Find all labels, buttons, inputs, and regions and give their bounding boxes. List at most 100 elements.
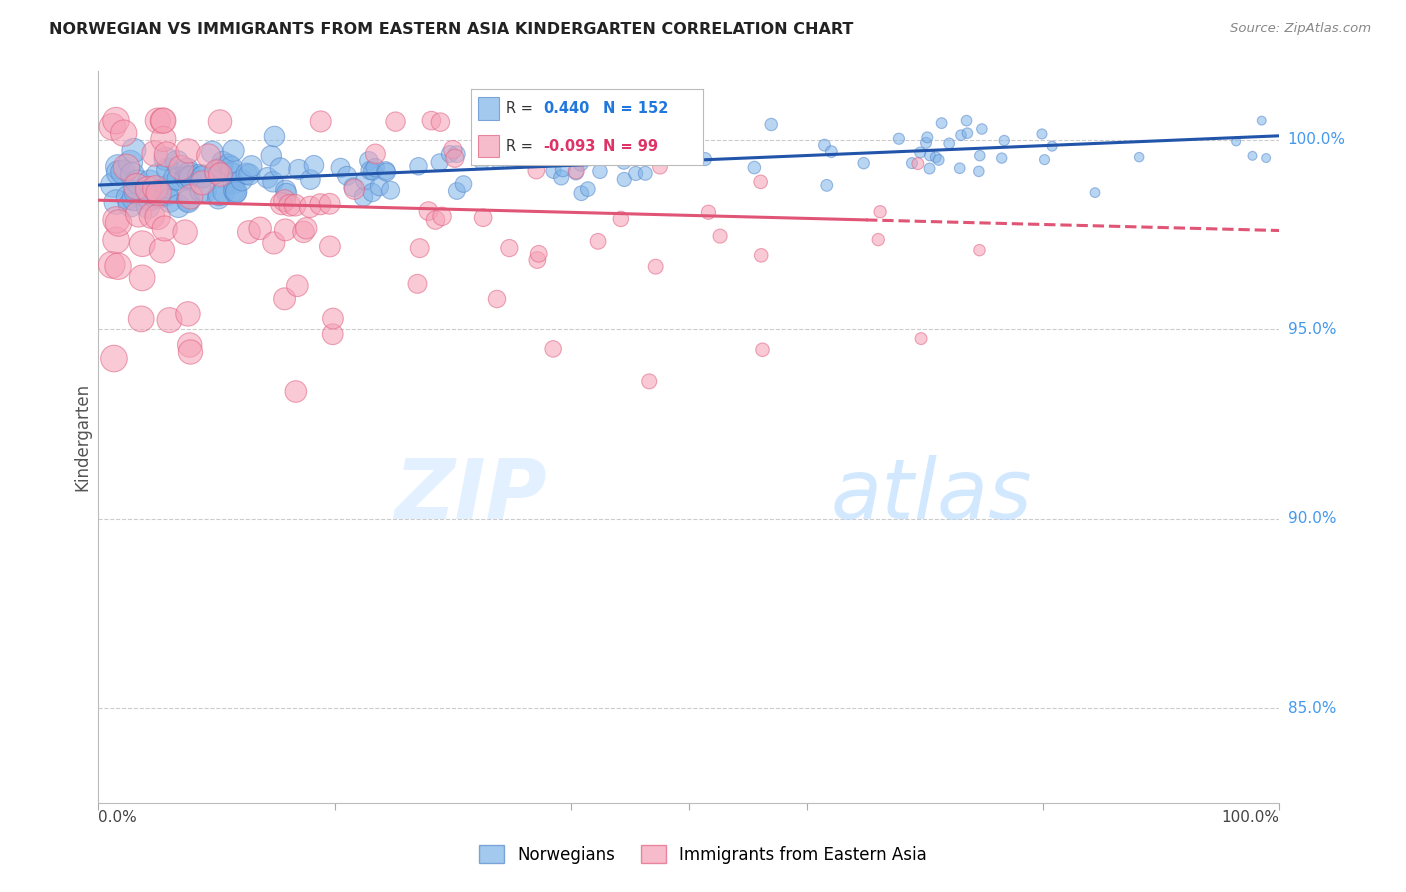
Point — [322, 311, 344, 326]
Point — [576, 147, 599, 161]
Point — [274, 183, 297, 197]
Point — [852, 156, 875, 170]
Text: 90.0%: 90.0% — [1288, 511, 1336, 526]
Point — [543, 164, 565, 178]
Point — [868, 233, 890, 247]
Point — [813, 138, 835, 153]
Point — [565, 165, 588, 179]
Text: N = 152: N = 152 — [603, 101, 669, 116]
Point — [148, 189, 170, 203]
Point — [364, 161, 387, 175]
Text: 100.0%: 100.0% — [1288, 132, 1346, 147]
Point — [361, 164, 384, 178]
Point — [235, 167, 257, 181]
FancyBboxPatch shape — [478, 135, 499, 158]
Point — [238, 225, 260, 239]
Point — [115, 161, 138, 175]
Point — [101, 120, 124, 134]
Point — [506, 113, 529, 128]
Point — [146, 210, 169, 224]
Point — [302, 158, 325, 172]
Point — [576, 182, 599, 196]
Legend: Norwegians, Immigrants from Eastern Asia: Norwegians, Immigrants from Eastern Asia — [472, 838, 934, 871]
Point — [1031, 127, 1053, 141]
Y-axis label: Kindergarten: Kindergarten — [73, 383, 91, 491]
Point — [207, 163, 229, 178]
Point — [274, 223, 297, 237]
Point — [107, 166, 129, 180]
Point — [1084, 186, 1107, 200]
Point — [364, 147, 387, 161]
Point — [1033, 153, 1056, 167]
Point — [153, 221, 176, 235]
Point — [121, 168, 143, 182]
Point — [329, 161, 352, 175]
Text: 100.0%: 100.0% — [1222, 810, 1279, 825]
Point — [420, 113, 443, 128]
Point — [136, 199, 159, 213]
Point — [938, 136, 960, 151]
Point — [506, 152, 529, 166]
Point — [256, 170, 278, 185]
Point — [269, 161, 291, 175]
Point — [177, 144, 200, 158]
Point — [174, 225, 197, 239]
Point — [1128, 150, 1150, 164]
Point — [586, 235, 609, 249]
Text: 95.0%: 95.0% — [1288, 322, 1336, 336]
Point — [105, 213, 128, 227]
Point — [107, 259, 129, 273]
Point — [146, 169, 169, 183]
Point — [278, 198, 301, 212]
Point — [613, 172, 636, 186]
Point — [125, 185, 148, 199]
Point — [541, 342, 564, 356]
Point — [273, 194, 295, 208]
Text: Source: ZipAtlas.com: Source: ZipAtlas.com — [1230, 22, 1371, 36]
Point — [815, 178, 838, 193]
Point — [749, 248, 772, 262]
Point — [263, 129, 285, 144]
Point — [105, 233, 128, 247]
Point — [439, 147, 461, 161]
Point — [155, 152, 177, 166]
Point — [222, 144, 245, 158]
Point — [343, 182, 366, 196]
Point — [380, 183, 402, 197]
Point — [375, 165, 398, 179]
Point — [918, 161, 941, 176]
Point — [111, 165, 134, 179]
Point — [143, 146, 166, 161]
Point — [322, 327, 344, 342]
Point — [1250, 113, 1272, 128]
Point — [231, 173, 253, 187]
Point — [354, 174, 377, 188]
Point — [446, 147, 468, 161]
Point — [152, 113, 174, 128]
Point — [319, 239, 342, 253]
Point — [569, 123, 592, 137]
Point — [925, 150, 948, 164]
Point — [107, 160, 129, 174]
Point — [907, 156, 929, 170]
Point — [624, 166, 647, 180]
Point — [112, 126, 135, 140]
Point — [374, 163, 396, 178]
Point — [208, 114, 231, 128]
Point — [122, 144, 145, 158]
Point — [208, 187, 231, 202]
Point — [336, 169, 359, 183]
Point — [589, 164, 612, 178]
Point — [299, 172, 322, 186]
Point — [644, 260, 666, 274]
Point — [361, 186, 384, 200]
Point — [260, 149, 283, 163]
Point — [179, 169, 201, 184]
Point — [523, 121, 546, 136]
Point — [967, 164, 990, 178]
Point — [295, 221, 318, 235]
Point — [928, 153, 950, 167]
Point — [143, 181, 166, 195]
Point — [683, 150, 706, 164]
Point — [908, 145, 931, 160]
